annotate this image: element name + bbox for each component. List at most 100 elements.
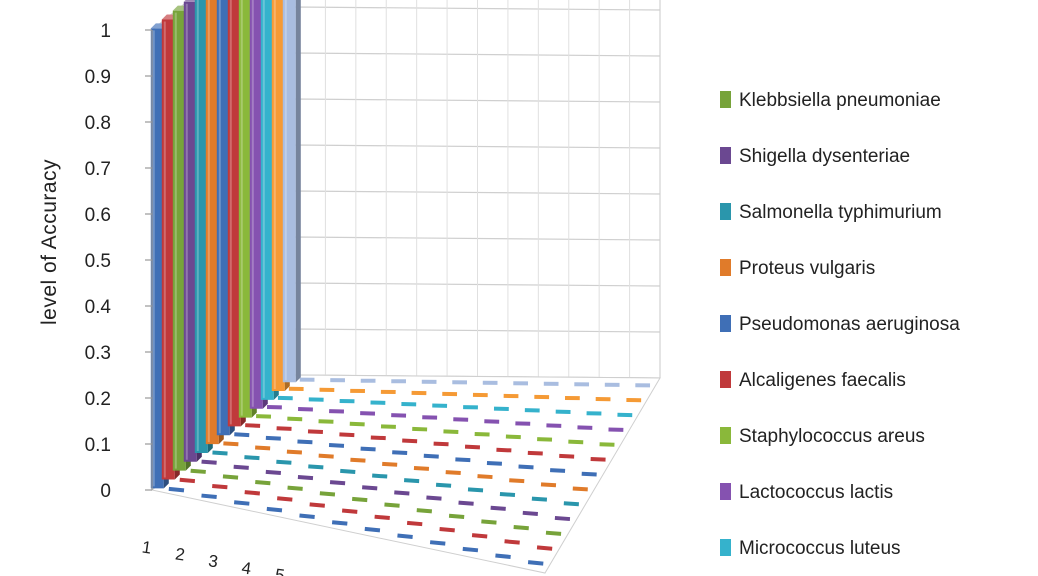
y-tick-label: 0.7: [85, 159, 111, 180]
floor-tile: [433, 441, 449, 447]
floor-tile: [340, 468, 356, 474]
floor-tile: [581, 471, 597, 477]
floor-tile: [297, 474, 314, 481]
legend-label: Pseudomonas aeruginosa: [739, 314, 960, 335]
floor-tile: [308, 464, 324, 470]
column-front: [282, 0, 296, 383]
legend-swatch: [720, 315, 731, 332]
floor-tile: [406, 520, 423, 527]
x-tick-label: 5: [274, 565, 286, 576]
floor-tile: [339, 432, 355, 438]
y-tick-label: 0.6: [85, 205, 111, 226]
floor-tile: [223, 441, 239, 447]
floor-tile: [590, 456, 606, 462]
chart-columns: [150, 0, 301, 489]
floor-tile: [370, 435, 386, 441]
y-tick-label: 0: [100, 481, 111, 502]
y-axis: 0 0.1 0.2 0.3 0.4 0.5 0.6 0.7 0.8 0.9 1: [85, 21, 153, 502]
floor-tile: [392, 450, 408, 455]
floor-tile: [309, 502, 325, 508]
column-side: [295, 0, 301, 383]
y-tick-label: 0.5: [85, 251, 111, 272]
floor-tile: [527, 450, 543, 456]
y-tick-label: 0.4: [85, 297, 112, 318]
legend-item: Lactococcus lactis: [720, 482, 893, 503]
floor-tile: [190, 468, 206, 474]
floor-tile: [518, 464, 534, 470]
floor-tile: [435, 482, 452, 488]
floor-tile: [458, 500, 474, 506]
legend-label: Salmonella typhimurium: [739, 202, 942, 223]
legend-item: Klebbsiella pneumoniae: [720, 90, 941, 111]
floor-tile: [477, 474, 493, 480]
floor-tile: [233, 500, 250, 506]
floor-tile: [331, 520, 348, 526]
floor-tile: [244, 490, 261, 496]
floor-tile: [244, 455, 260, 461]
floor-tile: [496, 447, 512, 453]
floor-tile: [364, 526, 381, 533]
legend-label: Staphylococcus areus: [739, 426, 925, 447]
floor-tile: [201, 493, 217, 500]
floor-tile: [540, 482, 557, 488]
column-13: [282, 0, 301, 383]
floor-tile: [426, 495, 442, 501]
floor-tile: [234, 432, 250, 438]
floor-tile: [490, 505, 506, 511]
floor-tile: [362, 485, 378, 491]
floor-tile: [328, 443, 345, 448]
floor-tile: [299, 513, 315, 520]
floor-tile: [222, 474, 239, 480]
floor-tile: [527, 560, 544, 566]
floor-tile: [266, 506, 283, 513]
floor-tile: [550, 468, 566, 473]
floor-tile: [513, 525, 529, 531]
floor-tile: [486, 460, 503, 466]
floor-tile: [402, 438, 418, 444]
floor-tile: [481, 519, 497, 525]
x-axis: 1 2 3 4 5: [141, 537, 286, 576]
legend-label: Micrococcus luteus: [739, 538, 901, 559]
legend-item: Micrococcus luteus: [720, 538, 901, 559]
floor-tile: [380, 424, 396, 429]
floor-tile: [319, 491, 336, 497]
floor-tile: [255, 445, 271, 451]
floor-tile: [467, 487, 484, 493]
chart-floor: [150, 374, 661, 574]
legend-item: Alcaligenes faecalis: [720, 370, 906, 391]
floor-tile: [462, 546, 479, 553]
legend-swatch: [720, 371, 731, 388]
legend-swatch: [720, 483, 731, 500]
floor-tile: [599, 442, 615, 447]
floor-tile: [474, 431, 490, 437]
floor-tile: [372, 473, 388, 479]
floor-tile: [276, 459, 292, 465]
legend-swatch: [720, 259, 731, 276]
floor-tile: [265, 435, 281, 441]
floor-tile: [412, 426, 428, 432]
floor-tile: [287, 416, 303, 422]
y-tick-label: 0.2: [85, 389, 111, 410]
floor-tile: [397, 533, 413, 539]
floor-tile: [256, 414, 272, 419]
floor-tile: [495, 553, 511, 559]
floor-tile: [504, 539, 520, 545]
floor-tile: [179, 477, 196, 484]
legend: Klebbsiella pneumoniae Shigella dysenteri…: [720, 90, 960, 559]
floor-tile: [201, 459, 217, 465]
floor-tile: [276, 426, 292, 431]
legend-label: Alcaligenes faecalis: [739, 370, 906, 391]
legend-label: Lactococcus lactis: [739, 482, 893, 503]
legend-swatch: [720, 203, 731, 220]
floor-tile: [568, 439, 584, 445]
legend-swatch: [720, 91, 731, 108]
floor-tile: [212, 483, 228, 490]
floor-tile: [536, 545, 553, 551]
floor-tile: [265, 469, 282, 475]
floor-tile: [255, 479, 271, 486]
legend-swatch: [720, 147, 731, 164]
floor-tile: [559, 453, 575, 459]
floor-tile: [394, 490, 410, 496]
y-tick-label: 0.3: [85, 343, 111, 364]
floor-tile: [455, 457, 471, 463]
